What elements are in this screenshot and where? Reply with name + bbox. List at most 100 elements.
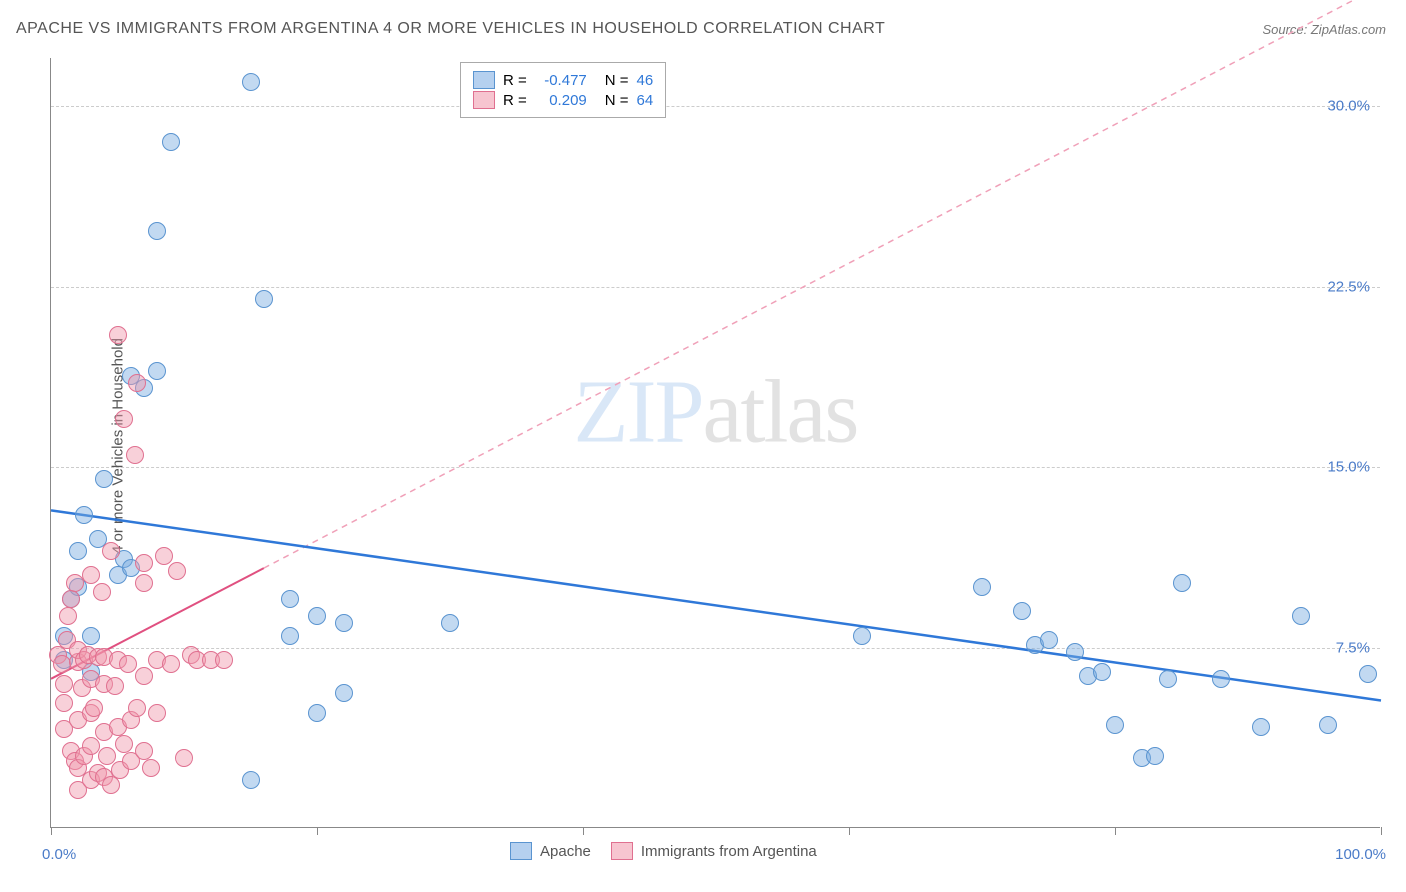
data-point bbox=[335, 614, 353, 632]
r-label: R = bbox=[503, 92, 527, 109]
data-point bbox=[128, 699, 146, 717]
data-point bbox=[162, 655, 180, 673]
data-point bbox=[62, 590, 80, 608]
data-point bbox=[148, 704, 166, 722]
trendlines bbox=[51, 58, 1381, 828]
data-point bbox=[135, 742, 153, 760]
data-point bbox=[82, 627, 100, 645]
data-point bbox=[1040, 631, 1058, 649]
data-point bbox=[142, 759, 160, 777]
legend-item: Immigrants from Argentina bbox=[611, 842, 817, 860]
legend-item: Apache bbox=[510, 842, 591, 860]
data-point bbox=[1159, 670, 1177, 688]
gridline bbox=[51, 467, 1380, 468]
gridline bbox=[51, 106, 1380, 107]
data-point bbox=[1212, 670, 1230, 688]
data-point bbox=[135, 574, 153, 592]
x-tick bbox=[1381, 827, 1382, 835]
x-tick bbox=[583, 827, 584, 835]
gridline bbox=[51, 287, 1380, 288]
data-point bbox=[1106, 716, 1124, 734]
watermark-thin: atlas bbox=[703, 362, 858, 461]
swatch-pink bbox=[473, 91, 495, 109]
data-point bbox=[973, 578, 991, 596]
y-tick-label: 15.0% bbox=[1327, 459, 1370, 476]
data-point bbox=[115, 410, 133, 428]
x-tick bbox=[849, 827, 850, 835]
data-point bbox=[55, 694, 73, 712]
correlation-legend: R = -0.477 N = 46 R = 0.209 N = 64 bbox=[460, 62, 666, 118]
legend-row: R = -0.477 N = 46 bbox=[473, 71, 653, 89]
r-value: -0.477 bbox=[535, 72, 587, 89]
data-point bbox=[853, 627, 871, 645]
y-tick-label: 22.5% bbox=[1327, 278, 1370, 295]
x-tick-left: 0.0% bbox=[42, 846, 76, 863]
n-label: N = bbox=[605, 92, 629, 109]
data-point bbox=[55, 675, 73, 693]
data-point bbox=[135, 667, 153, 685]
data-point bbox=[1359, 665, 1377, 683]
data-point bbox=[1066, 643, 1084, 661]
data-point bbox=[75, 506, 93, 524]
data-point bbox=[59, 607, 77, 625]
data-point bbox=[82, 566, 100, 584]
data-point bbox=[242, 73, 260, 91]
data-point bbox=[95, 470, 113, 488]
watermark-bold: ZIP bbox=[574, 362, 703, 461]
data-point bbox=[1319, 716, 1337, 734]
data-point bbox=[85, 699, 103, 717]
data-point bbox=[93, 583, 111, 601]
data-point bbox=[109, 326, 127, 344]
source-attribution: Source: ZipAtlas.com bbox=[1262, 22, 1386, 37]
data-point bbox=[1013, 602, 1031, 620]
data-point bbox=[128, 374, 146, 392]
data-point bbox=[135, 554, 153, 572]
data-point bbox=[69, 542, 87, 560]
x-tick bbox=[51, 827, 52, 835]
plot-area: ZIPatlas 7.5% 15.0% 22.5% 30.0% bbox=[50, 58, 1380, 828]
data-point bbox=[102, 542, 120, 560]
data-point bbox=[175, 749, 193, 767]
data-point bbox=[98, 747, 116, 765]
data-point bbox=[1252, 718, 1270, 736]
r-value: 0.209 bbox=[535, 92, 587, 109]
n-value: 46 bbox=[637, 72, 654, 89]
data-point bbox=[1292, 607, 1310, 625]
legend-label: Immigrants from Argentina bbox=[641, 843, 817, 860]
data-point bbox=[115, 735, 133, 753]
swatch-blue bbox=[510, 842, 532, 860]
n-value: 64 bbox=[637, 92, 654, 109]
n-label: N = bbox=[605, 72, 629, 89]
chart-title: APACHE VS IMMIGRANTS FROM ARGENTINA 4 OR… bbox=[16, 20, 885, 38]
data-point bbox=[215, 651, 233, 669]
x-tick bbox=[317, 827, 318, 835]
data-point bbox=[308, 704, 326, 722]
data-point bbox=[1093, 663, 1111, 681]
swatch-blue bbox=[473, 71, 495, 89]
data-point bbox=[308, 607, 326, 625]
data-point bbox=[106, 677, 124, 695]
data-point bbox=[335, 684, 353, 702]
data-point bbox=[1173, 574, 1191, 592]
y-tick-label: 30.0% bbox=[1327, 98, 1370, 115]
legend-row: R = 0.209 N = 64 bbox=[473, 91, 653, 109]
x-tick-right: 100.0% bbox=[1335, 846, 1386, 863]
data-point bbox=[255, 290, 273, 308]
legend-label: Apache bbox=[540, 843, 591, 860]
data-point bbox=[242, 771, 260, 789]
swatch-pink bbox=[611, 842, 633, 860]
watermark: ZIPatlas bbox=[574, 360, 858, 463]
data-point bbox=[155, 547, 173, 565]
data-point bbox=[281, 590, 299, 608]
data-point bbox=[126, 446, 144, 464]
data-point bbox=[162, 133, 180, 151]
data-point bbox=[1146, 747, 1164, 765]
data-point bbox=[119, 655, 137, 673]
y-tick-label: 7.5% bbox=[1336, 639, 1370, 656]
data-point bbox=[441, 614, 459, 632]
data-point bbox=[148, 362, 166, 380]
r-label: R = bbox=[503, 72, 527, 89]
data-point bbox=[148, 222, 166, 240]
data-point bbox=[281, 627, 299, 645]
series-legend: Apache Immigrants from Argentina bbox=[510, 842, 817, 860]
